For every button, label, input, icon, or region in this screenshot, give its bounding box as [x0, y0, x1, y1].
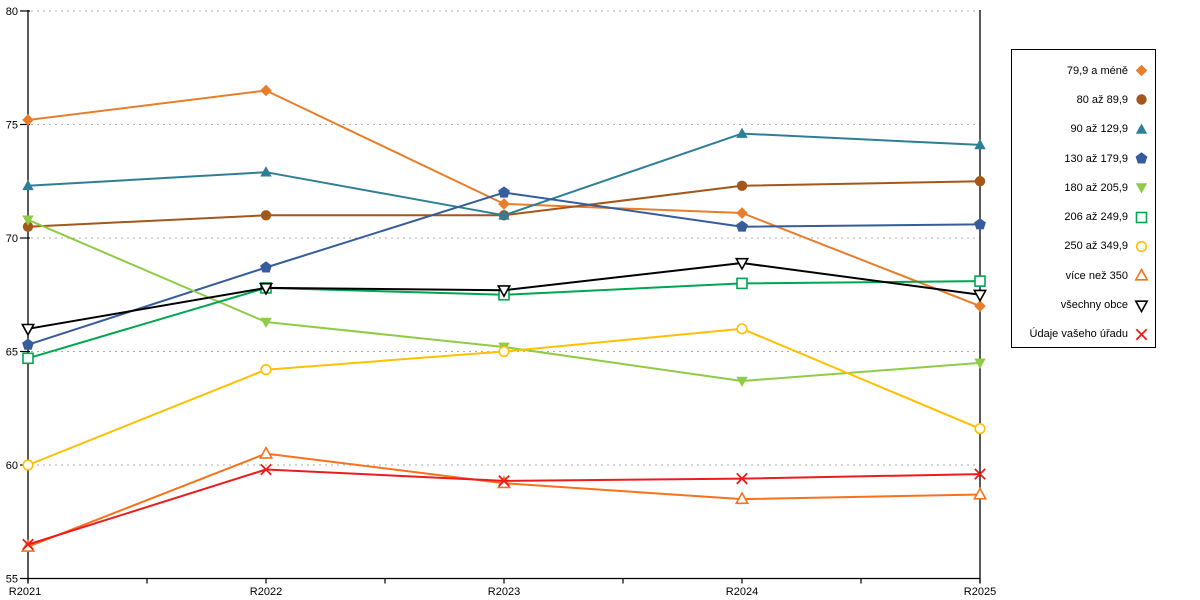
legend-circle-open-icon — [1135, 240, 1148, 253]
legend-label: 90 až 129,9 — [1070, 123, 1129, 136]
legend-triangle-up-icon — [1135, 123, 1148, 134]
x-tick-label: R2024 — [726, 586, 758, 598]
series-7-point-R2022-triangle-open-icon — [258, 445, 274, 459]
series-8-point-R2023-triangle-down-open-icon — [496, 285, 512, 298]
legend-item-3: 130 až 179,9 — [1012, 144, 1155, 173]
legend-label: 80 až 89,9 — [1076, 93, 1128, 106]
triangle-down-open-icon — [1134, 299, 1149, 313]
series-6-point-R2024-circle-open-icon — [736, 323, 748, 335]
y-tick-label: 75 — [6, 120, 18, 132]
series-8-point-R2024-triangle-down-open-icon — [734, 257, 750, 271]
circle-open-icon — [1135, 240, 1148, 253]
x-tick-label: R2022 — [250, 586, 282, 598]
series-1-point-R2024-circle-icon — [736, 180, 748, 191]
triangle-down-icon — [1135, 183, 1148, 194]
triangle-open-icon — [1134, 268, 1149, 281]
series-9-point-R2024-x-cross-icon — [736, 472, 748, 485]
series-0-point-R2022-diamond-icon — [260, 84, 272, 97]
legend-triangle-down-icon — [1135, 183, 1148, 194]
x-tick-label: R2023 — [488, 586, 520, 598]
series-6-point-R2023-circle-open-icon — [498, 345, 510, 358]
series-0-point-R2025-diamond-icon — [974, 300, 986, 312]
legend-label: více než 350 — [1065, 269, 1128, 282]
y-tick-label: 65 — [6, 347, 18, 359]
series-5-point-R2024-square-open-icon — [736, 277, 748, 290]
series-1-point-R2025-circle-icon — [974, 176, 986, 187]
series-9-point-R2023-x-cross-icon — [498, 475, 510, 487]
legend-item-9: Údaje vašeho úřadu — [1012, 320, 1155, 349]
y-tick-label: 55 — [6, 574, 18, 586]
y-tick-label: 70 — [6, 233, 18, 245]
series-2-point-R2022-triangle-up-icon — [260, 166, 272, 177]
legend-label: 79,9 a méně — [1066, 64, 1128, 77]
x-tick-label: R2021 — [9, 586, 41, 598]
circle-icon — [1136, 94, 1147, 106]
series-1-point-R2022-circle-icon — [260, 210, 272, 221]
series-3-point-R2022-pentagon-icon — [260, 261, 272, 273]
series-0-point-R2021-diamond-icon — [22, 114, 34, 126]
legend-triangle-down-open-icon — [1134, 299, 1149, 313]
series-6-point-R2022-circle-open-icon — [260, 364, 272, 376]
legend-x-cross-icon — [1135, 328, 1148, 341]
legend-label: 130 až 179,9 — [1064, 152, 1128, 165]
series-3-point-R2025-pentagon-icon — [974, 218, 986, 230]
series-7-point-R2024-triangle-open-icon — [734, 491, 750, 505]
series-7-point-R2025-triangle-open-icon — [972, 486, 988, 500]
legend-item-8: všechny obce — [1012, 290, 1155, 319]
series-8-point-R2021-triangle-down-open-icon — [20, 323, 36, 337]
x-tick-label: R2025 — [964, 586, 996, 598]
series-6-point-R2025-circle-open-icon — [974, 423, 986, 435]
legend-triangle-open-icon — [1134, 268, 1149, 281]
series-8-point-R2025-triangle-down-open-icon — [972, 289, 988, 303]
legend-label: 180 až 205,9 — [1064, 181, 1128, 194]
legend-label: Údaje vašeho úřadu — [1029, 328, 1128, 341]
series-3-point-R2021-pentagon-icon — [22, 338, 34, 350]
series-9-point-R2025-x-cross-icon — [974, 468, 986, 480]
series-4-point-R2022-triangle-down-icon — [260, 317, 272, 328]
series-5-point-R2025-square-open-icon — [974, 275, 986, 287]
series-9-point-R2021-x-cross-icon — [22, 538, 34, 551]
series-4-point-R2025-triangle-down-icon — [974, 358, 986, 369]
series-4-point-R2021-triangle-down-icon — [22, 215, 34, 226]
series-5-point-R2021-square-open-icon — [22, 352, 34, 365]
series-6-point-R2021-circle-open-icon — [22, 459, 34, 471]
legend-item-6: 250 až 349,9 — [1012, 232, 1155, 261]
series-9-point-R2022-x-cross-icon — [260, 463, 272, 476]
series-2-point-R2021-triangle-up-icon — [22, 179, 34, 191]
legend-label: 206 až 249,9 — [1064, 211, 1128, 224]
series-0-point-R2023-diamond-icon — [498, 198, 510, 210]
legend-item-1: 80 až 89,9 — [1012, 85, 1155, 114]
legend-label: všechny obce — [1060, 299, 1128, 312]
legend-diamond-icon — [1135, 64, 1148, 77]
square-open-icon — [1135, 211, 1148, 223]
series-3-point-R2024-pentagon-icon — [736, 220, 748, 232]
legend-pentagon-icon — [1135, 152, 1148, 164]
series-4-point-R2024-triangle-down-icon — [736, 376, 748, 388]
legend-item-7: více než 350 — [1012, 261, 1155, 290]
legend-item-0: 79,9 a méně — [1012, 56, 1155, 85]
series-3-point-R2023-pentagon-icon — [498, 186, 510, 198]
legend: 79,9 a méně 80 až 89,9 90 až 129,9 130 až 1… — [1011, 49, 1156, 348]
pentagon-icon — [1135, 152, 1148, 164]
legend-label: 250 až 349,9 — [1064, 240, 1128, 253]
series-0-point-R2024-diamond-icon — [736, 207, 748, 219]
legend-item-4: 180 až 205,9 — [1012, 173, 1155, 202]
triangle-up-icon — [1135, 123, 1148, 134]
series-1-point-R2021-circle-icon — [22, 221, 34, 232]
series-8-point-R2022-triangle-down-open-icon — [258, 282, 274, 296]
legend-square-open-icon — [1135, 211, 1148, 223]
y-tick-label: 60 — [6, 460, 18, 472]
series-2-point-R2024-triangle-up-icon — [736, 127, 748, 138]
y-tick-label: 80 — [6, 6, 18, 18]
legend-item-2: 90 až 129,9 — [1012, 115, 1155, 144]
diamond-icon — [1135, 64, 1148, 77]
legend-circle-icon — [1136, 94, 1147, 106]
x-cross-icon — [1135, 328, 1148, 341]
series-2-point-R2023-triangle-up-icon — [498, 209, 510, 220]
series-2-point-R2025-triangle-up-icon — [974, 138, 986, 150]
legend-item-5: 206 až 249,9 — [1012, 202, 1155, 231]
